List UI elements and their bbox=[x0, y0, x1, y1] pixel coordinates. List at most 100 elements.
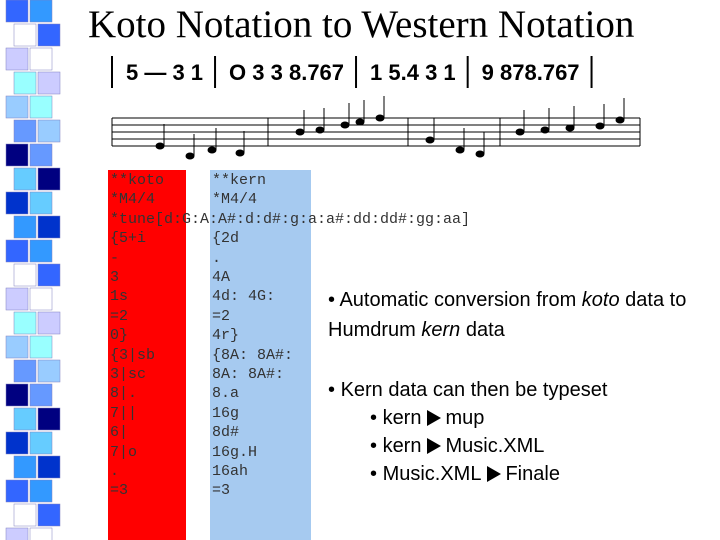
koto-line: 3|sc bbox=[110, 366, 147, 383]
deco-square bbox=[37, 119, 61, 143]
bullet-text: Automatic conversion from bbox=[339, 289, 582, 311]
kern-line: =2 bbox=[212, 307, 231, 325]
sub-item: • Music.XML Finale bbox=[370, 463, 560, 485]
arrow bbox=[487, 466, 502, 482]
kern-line: 4r} bbox=[212, 327, 240, 345]
kern-line: 16g bbox=[212, 404, 240, 422]
note-head bbox=[155, 142, 165, 150]
deco-square bbox=[5, 143, 29, 167]
deco-square bbox=[37, 263, 61, 287]
koto-line: **koto bbox=[110, 172, 165, 189]
koto-column bbox=[108, 170, 186, 540]
deco-square bbox=[37, 215, 61, 239]
measure: 1 5.4 3 1 bbox=[370, 60, 456, 85]
koto-line: *tune[d:G:A:A#:d:d#:g:a:a#:dd:dd#:gg:aa] bbox=[110, 210, 471, 228]
from: kern bbox=[382, 435, 422, 457]
deco-square bbox=[5, 479, 29, 503]
deco-square bbox=[13, 311, 37, 335]
deco-square bbox=[5, 335, 29, 359]
koto-line: 7|| bbox=[110, 404, 138, 422]
deco-square bbox=[13, 71, 37, 95]
deco-square bbox=[37, 167, 61, 191]
bullet-text: Kern data can then be typeset bbox=[340, 379, 608, 401]
deco-square bbox=[5, 431, 29, 455]
koto-line: =2 bbox=[110, 307, 129, 325]
koto-line: 8|. bbox=[110, 385, 138, 403]
deco-square bbox=[29, 143, 53, 167]
from: kern bbox=[382, 407, 422, 429]
kern-line: *M4/4 bbox=[212, 191, 258, 209]
note-head bbox=[375, 114, 385, 122]
to: Music.XML bbox=[445, 435, 545, 457]
deco-square bbox=[29, 0, 53, 23]
sub-item: • kern mup bbox=[370, 407, 485, 429]
deco-square bbox=[13, 215, 37, 239]
koto-line: =3 bbox=[110, 482, 129, 500]
note-head bbox=[515, 128, 525, 136]
kern-line: 8A: 8A#: bbox=[212, 366, 285, 383]
kern-column bbox=[210, 170, 311, 540]
note-head bbox=[595, 122, 605, 130]
note-head bbox=[340, 121, 350, 129]
deco-square bbox=[37, 311, 61, 335]
bullet-text: data to Humdrum bbox=[328, 289, 687, 341]
bullet: • Automatic conversion from koto data to… bbox=[328, 289, 687, 341]
measure: O 3 3 8.767 bbox=[229, 60, 344, 85]
kern-line: 4d: 4G: bbox=[212, 288, 276, 306]
decoration bbox=[5, 0, 61, 540]
kern-line: 16ah bbox=[212, 463, 249, 480]
deco-square bbox=[37, 407, 61, 431]
deco-square bbox=[13, 503, 37, 527]
note-head bbox=[475, 150, 485, 158]
deco-square bbox=[13, 455, 37, 479]
deco-square bbox=[5, 0, 29, 23]
deco-square bbox=[13, 23, 37, 47]
deco-square bbox=[5, 95, 29, 119]
deco-square bbox=[37, 23, 61, 47]
deco-square bbox=[5, 527, 29, 540]
koto-line: - bbox=[110, 249, 120, 267]
deco-square bbox=[29, 527, 53, 540]
kern-line: 8.a bbox=[212, 385, 240, 403]
note-head bbox=[235, 149, 245, 157]
score: 5 — 3 1 O 3 3 8.767 1 5.4 3 1 9 878.767 bbox=[111, 56, 641, 160]
deco-square bbox=[29, 383, 53, 407]
kern-line: 8d# bbox=[212, 424, 240, 442]
measure: 5 — 3 1 bbox=[126, 60, 203, 85]
deco-square bbox=[13, 359, 37, 383]
koto-line: 0} bbox=[110, 327, 129, 345]
deco-square bbox=[29, 95, 53, 119]
note-head bbox=[185, 152, 195, 160]
note-head bbox=[207, 146, 217, 154]
deco-square bbox=[5, 239, 29, 263]
bullet-text: data bbox=[460, 319, 505, 341]
deco-square bbox=[37, 455, 61, 479]
deco-square bbox=[29, 479, 53, 503]
deco-square bbox=[5, 287, 29, 311]
note-head bbox=[425, 136, 435, 144]
arrow bbox=[427, 410, 442, 426]
deco-square bbox=[13, 119, 37, 143]
koto-line: *M4/4 bbox=[110, 191, 156, 209]
note-head bbox=[315, 126, 325, 134]
note-head bbox=[565, 124, 575, 132]
deco-square bbox=[13, 167, 37, 191]
koto-line: 6| bbox=[110, 424, 129, 442]
deco-square bbox=[29, 335, 53, 359]
koto-line: 3 bbox=[110, 269, 120, 286]
deco-square bbox=[29, 191, 53, 215]
from: Music.XML bbox=[382, 463, 482, 485]
deco-square bbox=[37, 359, 61, 383]
deco-square bbox=[29, 287, 53, 311]
note-head bbox=[355, 118, 365, 126]
koto-line: 1s bbox=[110, 288, 129, 306]
deco-square bbox=[13, 407, 37, 431]
deco-square bbox=[37, 71, 61, 95]
kern-line: 16g.H bbox=[212, 443, 258, 461]
kern-line: {2d bbox=[212, 230, 240, 248]
deco-square bbox=[5, 383, 29, 407]
deco-square bbox=[13, 263, 37, 287]
koto-line: {5+i bbox=[110, 230, 147, 248]
deco-square bbox=[29, 431, 53, 455]
